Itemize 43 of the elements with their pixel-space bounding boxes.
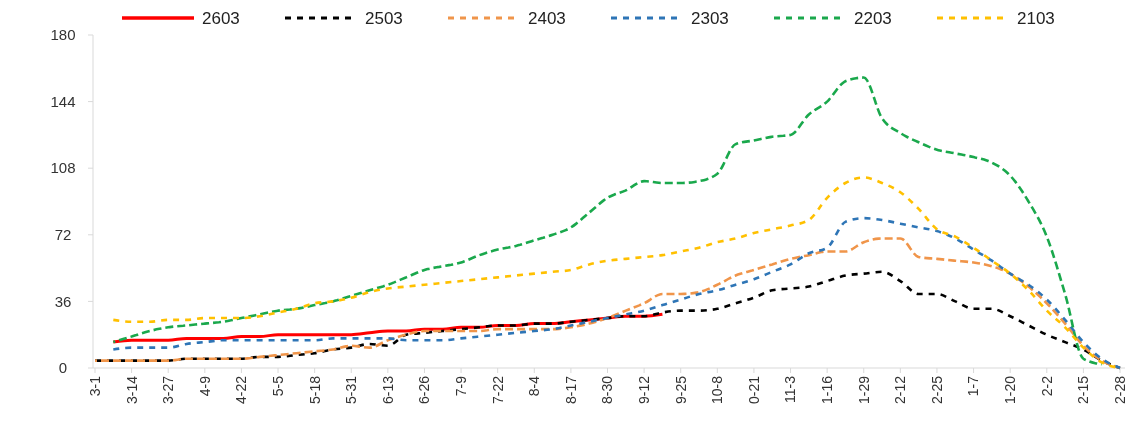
x-tick-label: 2-25 [928, 375, 945, 405]
x-tick-label: 7-22 [489, 375, 506, 405]
y-tick-label: 36 [54, 292, 72, 310]
x-tick-label: 4-22 [233, 375, 250, 405]
x-tick-label: 7-9 [452, 375, 469, 397]
legend-label: 2603 [202, 8, 240, 28]
legend-label: 2103 [1017, 8, 1055, 28]
x-tick-label: 2-15 [1075, 375, 1092, 405]
legend-label: 2503 [365, 8, 403, 28]
y-tick-label: 108 [50, 159, 76, 177]
x-tick-label: 1-29 [855, 375, 872, 405]
x-tick-label: 9-12 [636, 375, 653, 405]
line-series [112, 76, 1103, 366]
x-tick-label: 6-26 [416, 375, 433, 405]
x-tick-label: 0-21 [745, 375, 762, 405]
x-tick-label: 5-31 [343, 375, 360, 405]
y-tick-label: 144 [50, 92, 76, 110]
x-tick-label: 10-8 [709, 375, 726, 405]
x-tick-label: 8-17 [562, 375, 579, 405]
x-tick-label: 11-3 [782, 375, 799, 403]
y-tick-label: 0 [58, 359, 68, 377]
x-tick-label: 2-12 [892, 375, 909, 405]
y-tick-label: 180 [50, 26, 76, 44]
x-tick-label: 5-5 [269, 375, 286, 397]
x-tick-label: 3-1 [86, 375, 103, 397]
x-tick-label: 1-7 [965, 375, 982, 397]
x-tick-label: 3-14 [123, 375, 140, 405]
x-tick-label: 1-20 [1002, 375, 1019, 405]
line-series [112, 216, 1122, 370]
x-tick-label: 2-28 [1111, 375, 1128, 405]
legend-label: 2203 [854, 8, 892, 28]
legend-label: 2403 [528, 8, 566, 28]
x-tick-label: 2-2 [1038, 375, 1055, 397]
x-tick-label: 5-18 [306, 375, 323, 405]
x-tick-label: 6-13 [379, 375, 396, 405]
legend-label: 2303 [691, 8, 729, 28]
x-tick-label: 9-25 [672, 375, 689, 405]
x-tick-label: 4-9 [196, 375, 213, 397]
x-tick-label: 1-16 [819, 375, 836, 405]
y-tick-label: 72 [54, 226, 72, 244]
x-tick-label: 8-4 [526, 375, 543, 397]
x-tick-label: 8-30 [599, 375, 616, 405]
x-tick-label: 3-27 [160, 375, 177, 405]
